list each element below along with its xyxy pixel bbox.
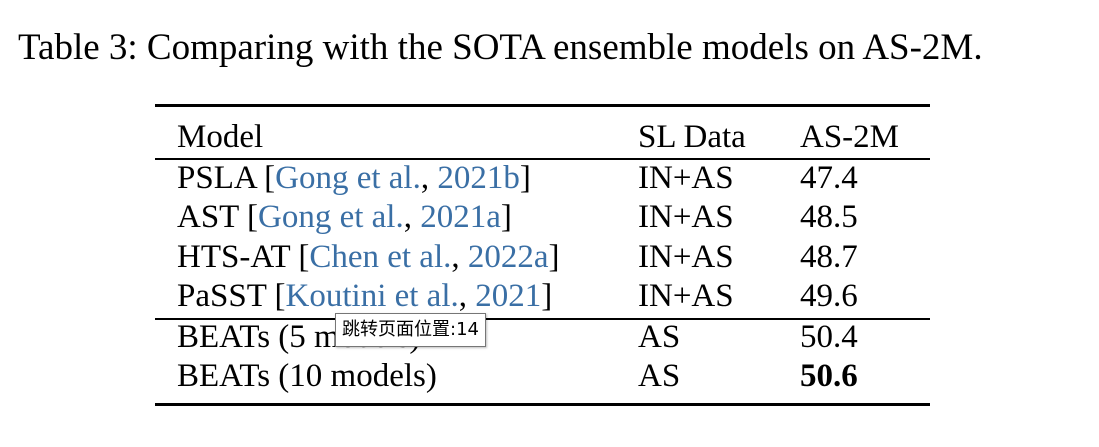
citation-year-link[interactable]: 2022a xyxy=(467,239,549,275)
table-row-sl-data: IN+AS xyxy=(638,160,734,196)
citation-year-link[interactable]: 2021a xyxy=(420,199,501,235)
citation-year-link[interactable]: 2021 xyxy=(475,278,542,314)
citation-year-link[interactable]: 2021b xyxy=(437,160,520,196)
table-top-rule xyxy=(155,104,930,107)
results-table: Model SL Data AS-2M PSLA [Gong et al., 2… xyxy=(155,104,930,408)
header-model: Model xyxy=(177,119,264,155)
table-row-as2m: 49.6 xyxy=(800,278,858,314)
table-row-model: HTS-AT [Chen et al., 2022a] xyxy=(177,239,560,275)
group-rule xyxy=(155,318,930,320)
table-row-as2m-best: 50.6 xyxy=(800,358,858,394)
table-row-sl-data: IN+AS xyxy=(638,199,734,235)
citation-link[interactable]: Gong et al. xyxy=(275,160,421,196)
citation-link[interactable]: Chen et al. xyxy=(309,239,452,275)
table-row-model: PSLA [Gong et al., 2021b] xyxy=(177,160,531,196)
table-row-as2m: 50.4 xyxy=(800,319,858,355)
table-bottom-rule xyxy=(155,403,930,406)
table-row-sl-data: AS xyxy=(638,319,681,355)
table-row-model: AST [Gong et al., 2021a] xyxy=(177,199,512,235)
citation-link[interactable]: Gong et al. xyxy=(258,199,404,235)
header-sl-data: SL Data xyxy=(638,119,746,155)
table-row-as2m: 48.5 xyxy=(800,199,858,235)
table-row-model: BEATs (10 models) xyxy=(177,358,437,394)
table-row-sl-data: AS xyxy=(638,358,681,394)
header-rule xyxy=(155,158,930,160)
table-row-as2m: 47.4 xyxy=(800,160,858,196)
table-row-model: PaSST [Koutini et al., 2021] xyxy=(177,278,553,314)
table-caption: Table 3: Comparing with the SOTA ensembl… xyxy=(18,27,983,68)
citation-link[interactable]: Koutini et al. xyxy=(285,278,459,314)
table-row-as2m: 48.7 xyxy=(800,239,858,275)
table-row-sl-data: IN+AS xyxy=(638,278,734,314)
jump-tooltip: 跳转页面位置:14 xyxy=(335,313,486,348)
table-row-sl-data: IN+AS xyxy=(638,239,734,275)
header-as2m: AS-2M xyxy=(800,119,900,155)
